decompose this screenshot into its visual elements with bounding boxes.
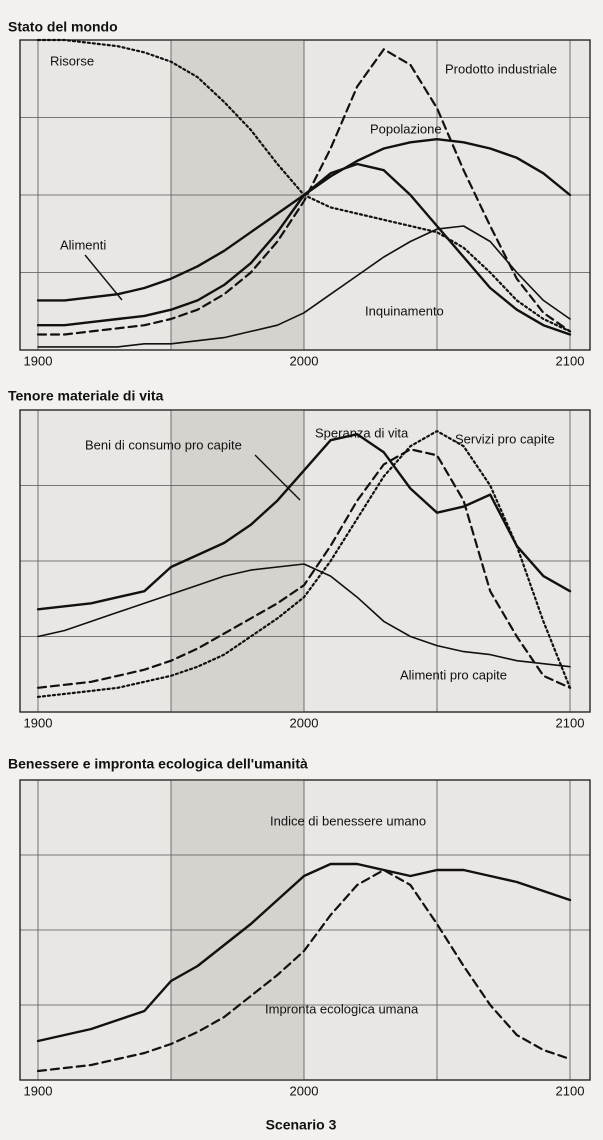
x-tick-label: 2100	[556, 353, 585, 368]
x-tick-label: 1900	[24, 715, 53, 730]
series-label: Prodotto industriale	[445, 61, 557, 76]
leader-arrow	[254, 454, 301, 501]
leader-arrow	[84, 254, 123, 301]
series-line	[36, 433, 572, 611]
x-tick-label: 2000	[290, 715, 319, 730]
series-line	[36, 862, 572, 1043]
series-line	[36, 430, 572, 698]
plot-frame	[19, 39, 591, 351]
series-label: Indice di benessere umano	[270, 813, 426, 828]
series-label: Inquinamento	[365, 303, 444, 318]
series-line	[37, 563, 571, 668]
x-tick-label: 2100	[556, 1083, 585, 1098]
plot-frame	[19, 779, 591, 1081]
series-label: Speranza di vita	[315, 425, 409, 440]
plot-frame	[19, 409, 591, 713]
series-label: Servizi pro capite	[455, 431, 555, 446]
x-tick-label: 2000	[290, 1083, 319, 1098]
series-label: Risorse	[50, 53, 94, 68]
series-line	[36, 868, 572, 1073]
x-tick-label: 1900	[24, 1083, 53, 1098]
x-tick-label: 1900	[24, 353, 53, 368]
series-label: Beni di consumo pro capite	[85, 437, 242, 452]
caption: Scenario 3	[266, 1117, 337, 1133]
chart-title: Stato del mondo	[8, 19, 118, 35]
series-line	[37, 225, 571, 348]
x-tick-label: 2100	[556, 715, 585, 730]
chart-title: Tenore materiale di vita	[8, 388, 164, 404]
series-label: Popolazione	[370, 121, 442, 136]
series-label: Impronta ecologica umana	[265, 1001, 419, 1016]
series-line	[36, 162, 572, 336]
series-label: Alimenti	[60, 237, 106, 252]
series-line	[36, 48, 572, 336]
series-label: Alimenti pro capite	[400, 667, 507, 682]
series-line	[36, 448, 572, 689]
x-tick-label: 2000	[290, 353, 319, 368]
chart-title: Benessere e impronta ecologica dell'uman…	[8, 756, 308, 772]
